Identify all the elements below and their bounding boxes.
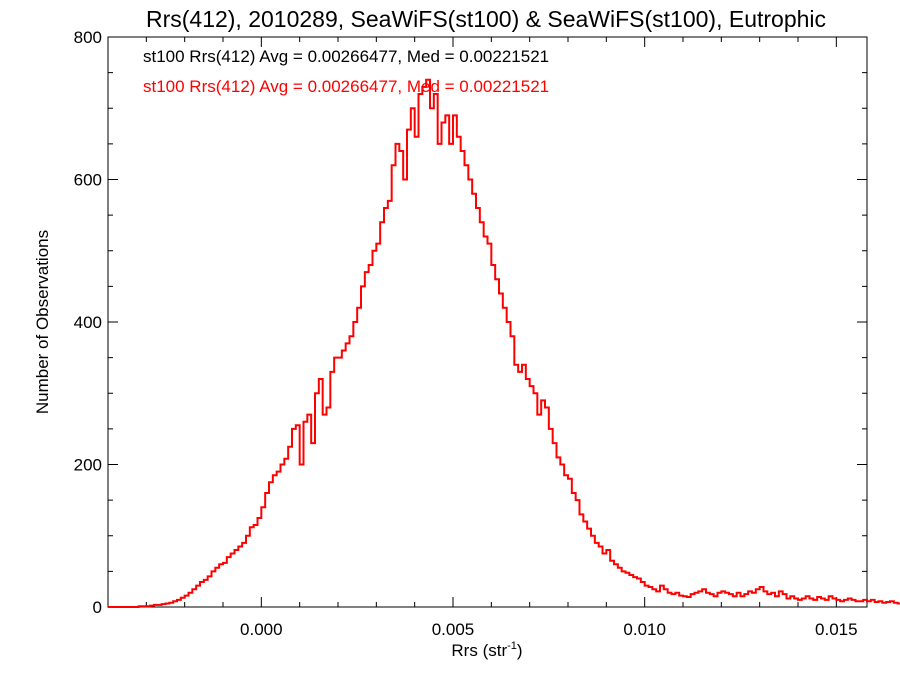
x-axis-label: Rrs (str-1) [451,640,522,660]
axis-ticks: 0.000 0.005 0.010 0.015 0 200 400 600 800 [74,28,867,639]
y-tick-label: 0 [93,598,102,617]
x-tick-label: 0.015 [815,620,858,639]
y-tick-label: 200 [74,456,102,475]
x-tick-label: 0.010 [623,620,666,639]
annotation-red: st100 Rrs(412) Avg = 0.00266477, Med = 0… [143,77,549,96]
y-tick-label: 600 [74,171,102,190]
x-tick-label: 0.005 [432,620,475,639]
x-axis-label-superscript: -1 [507,640,517,652]
y-tick-label: 800 [74,28,102,47]
y-axis-label: Number of Observations [33,230,52,414]
series-group [108,78,900,608]
annotation-black: st100 Rrs(412) Avg = 0.00266477, Med = 0… [143,47,549,66]
chart-title: Rrs(412), 2010289, SeaWiFS(st100) & SeaW… [146,6,826,32]
plot-frame [107,36,868,608]
histogram-series-line [108,78,900,608]
x-tick-label: 0.000 [240,620,283,639]
y-tick-label: 400 [74,313,102,332]
